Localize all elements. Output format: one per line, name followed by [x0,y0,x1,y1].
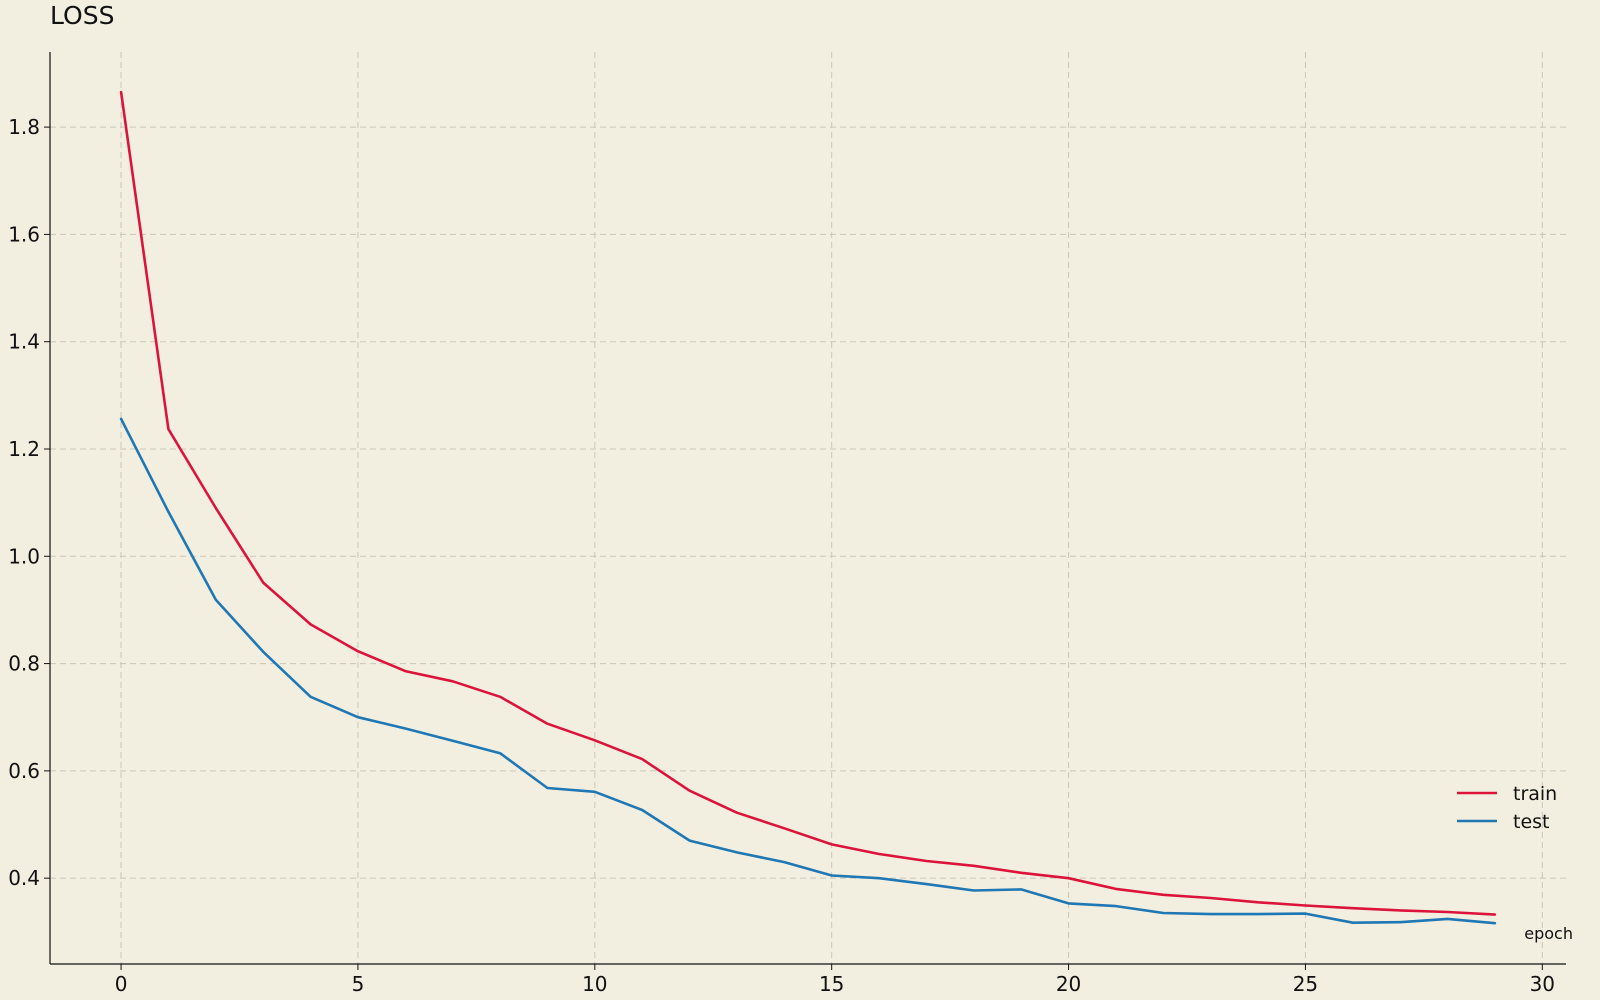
y-tick-label: 1.2 [8,437,40,461]
y-tick-label: 1.0 [8,544,40,568]
y-tick-label: 0.4 [8,866,40,890]
y-tick-label: 1.4 [8,330,40,354]
series-line-test [119,417,1497,925]
y-tick-label: 1.6 [8,222,40,246]
grid [50,52,1566,964]
x-tick-label: 25 [1293,972,1318,996]
series-line-train [119,90,1497,916]
series-lines [119,90,1497,925]
x-tick-label: 30 [1530,972,1555,996]
y-tick-label: 0.6 [8,759,40,783]
y-tick-label: 0.8 [8,652,40,676]
chart-title: LOSS [50,1,114,30]
x-tick-label: 5 [352,972,365,996]
legend: train test [1457,783,1557,833]
legend-label-test: test [1513,811,1550,833]
legend-label-train: train [1513,783,1557,805]
x-tick-label: 10 [582,972,607,996]
y-tick-label: 1.8 [8,115,40,139]
x-axis-label: epoch [1524,924,1573,943]
x-tick-label: 20 [1056,972,1081,996]
x-tick-label: 0 [115,972,128,996]
x-tick-label: 15 [819,972,844,996]
axes [49,52,1566,965]
tick-labels: 0 5 10 15 20 25 30 0.4 0.6 0.8 1.0 1.2 1.4 1.6 1.8 [8,115,1555,996]
